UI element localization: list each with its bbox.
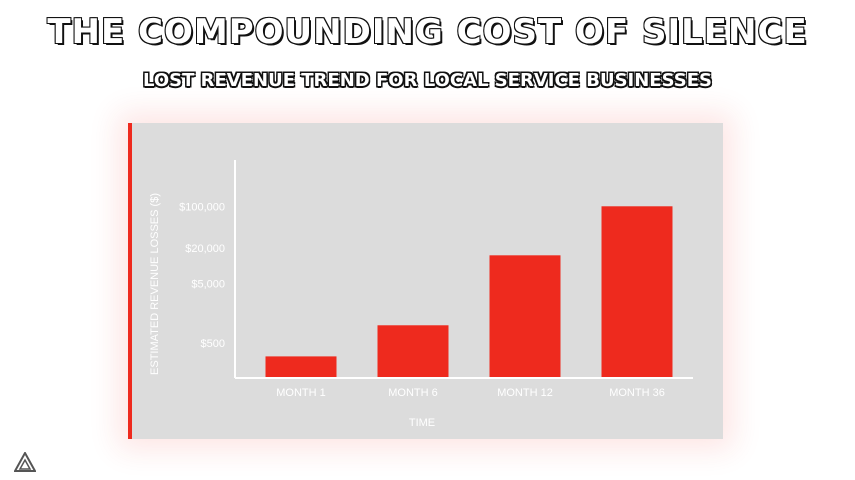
y-tick-label: $100,000 [179, 201, 225, 213]
x-tick-label: MONTH 1 [276, 387, 326, 399]
y-tick-label: $500 [201, 338, 225, 350]
x-tick-label: MONTH 36 [609, 387, 665, 399]
y-tick-label: $20,000 [185, 243, 225, 255]
chart-panel: $500 $5,000 $20,000 $100,000 MONTH 1 MONTH 6… [128, 123, 723, 439]
bar-month-12 [489, 255, 561, 377]
bar-month-6 [377, 325, 449, 377]
x-tick-label: MONTH 12 [497, 387, 553, 399]
chart-title: THE COMPOUNDING COST OF SILENCE [46, 11, 808, 53]
bar-month-1 [265, 356, 337, 377]
bar-chart: $500 $5,000 $20,000 $100,000 MONTH 1 MONTH 6… [149, 160, 693, 429]
chart-subtitle: LOST REVENUE TREND FOR LOCAL SERVICE BUS… [143, 70, 712, 91]
x-tick-label: MONTH 6 [388, 387, 438, 399]
y-axis-label: ESTIMATED REVENUE LOSSES ($) [149, 193, 161, 375]
x-axis-label: TIME [409, 417, 435, 429]
panel-accent-bar [128, 123, 132, 439]
triangle-logo-icon [14, 452, 36, 472]
bar-month-36 [601, 206, 673, 377]
y-tick-label: $5,000 [191, 279, 225, 291]
